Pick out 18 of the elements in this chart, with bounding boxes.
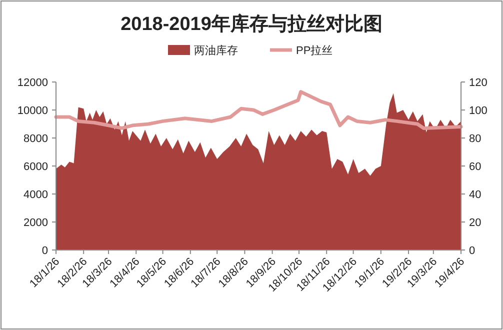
y2-tick-label: 20 xyxy=(469,217,482,229)
y-tick-label: 8000 xyxy=(24,133,48,145)
y2-tick-label: 100 xyxy=(469,105,488,117)
y-tick-label: 0 xyxy=(42,245,48,257)
line-series xyxy=(54,90,463,130)
y2-tick-label: 0 xyxy=(469,245,476,257)
y2-tick-label: 40 xyxy=(469,189,482,201)
y2-tick-label: 60 xyxy=(469,161,482,173)
legend-label: 两油库存 xyxy=(194,44,238,57)
legend-label: PP拉丝 xyxy=(296,44,333,57)
y-tick-label: 10000 xyxy=(17,105,48,117)
y-tick-label: 2000 xyxy=(24,217,48,229)
y-tick-label: 12000 xyxy=(17,77,48,89)
chart-title: 2018-2019年库存与拉丝对比图 xyxy=(120,13,382,35)
y2-tick-label: 80 xyxy=(469,133,482,145)
y-tick-label: 6000 xyxy=(24,161,48,173)
y2-tick-label: 120 xyxy=(469,77,488,89)
y-tick-label: 4000 xyxy=(24,189,48,201)
